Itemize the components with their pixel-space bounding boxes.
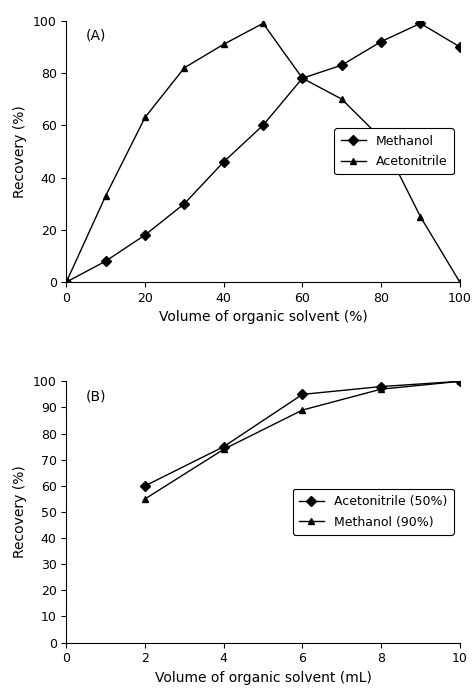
Legend: Methanol, Acetonitrile: Methanol, Acetonitrile bbox=[334, 129, 454, 174]
Methanol bbox=[457, 43, 463, 51]
Line: Methanol: Methanol bbox=[63, 20, 463, 285]
Methanol bbox=[142, 231, 148, 239]
Text: (A): (A) bbox=[86, 28, 106, 43]
Acetonitrile bbox=[339, 95, 345, 103]
Methanol bbox=[378, 37, 384, 46]
Methanol bbox=[260, 121, 266, 129]
Acetonitrile (50%) bbox=[221, 442, 227, 451]
Acetonitrile bbox=[457, 278, 463, 286]
Methanol bbox=[418, 19, 423, 28]
Methanol bbox=[103, 257, 109, 265]
Methanol (90%) bbox=[457, 377, 463, 386]
Acetonitrile bbox=[300, 74, 305, 82]
Text: (B): (B) bbox=[86, 389, 107, 403]
Methanol (90%) bbox=[221, 445, 227, 453]
Methanol (90%) bbox=[378, 385, 384, 393]
Methanol bbox=[300, 74, 305, 82]
Acetonitrile bbox=[103, 191, 109, 200]
Legend: Acetonitrile (50%), Methanol (90%): Acetonitrile (50%), Methanol (90%) bbox=[292, 489, 454, 535]
Methanol (90%) bbox=[142, 495, 148, 503]
Line: Acetonitrile (50%): Acetonitrile (50%) bbox=[142, 378, 463, 489]
Acetonitrile bbox=[182, 64, 187, 72]
X-axis label: Volume of organic solvent (mL): Volume of organic solvent (mL) bbox=[155, 671, 372, 685]
Methanol bbox=[339, 61, 345, 69]
Acetonitrile (50%) bbox=[300, 390, 305, 399]
Acetonitrile (50%) bbox=[142, 482, 148, 490]
Line: Methanol (90%): Methanol (90%) bbox=[142, 378, 463, 502]
Acetonitrile bbox=[378, 134, 384, 142]
Methanol (90%) bbox=[300, 406, 305, 414]
Acetonitrile bbox=[64, 278, 69, 286]
Acetonitrile (50%) bbox=[378, 382, 384, 390]
Acetonitrile bbox=[221, 40, 227, 48]
Methanol bbox=[182, 200, 187, 208]
X-axis label: Volume of organic solvent (%): Volume of organic solvent (%) bbox=[159, 310, 367, 324]
Acetonitrile bbox=[142, 113, 148, 122]
Methanol bbox=[221, 158, 227, 166]
Y-axis label: Recovery (%): Recovery (%) bbox=[13, 466, 27, 558]
Acetonitrile (50%) bbox=[457, 377, 463, 386]
Y-axis label: Recovery (%): Recovery (%) bbox=[13, 105, 27, 198]
Acetonitrile bbox=[260, 19, 266, 28]
Line: Acetonitrile: Acetonitrile bbox=[63, 20, 463, 285]
Acetonitrile bbox=[418, 213, 423, 221]
Methanol bbox=[64, 278, 69, 286]
